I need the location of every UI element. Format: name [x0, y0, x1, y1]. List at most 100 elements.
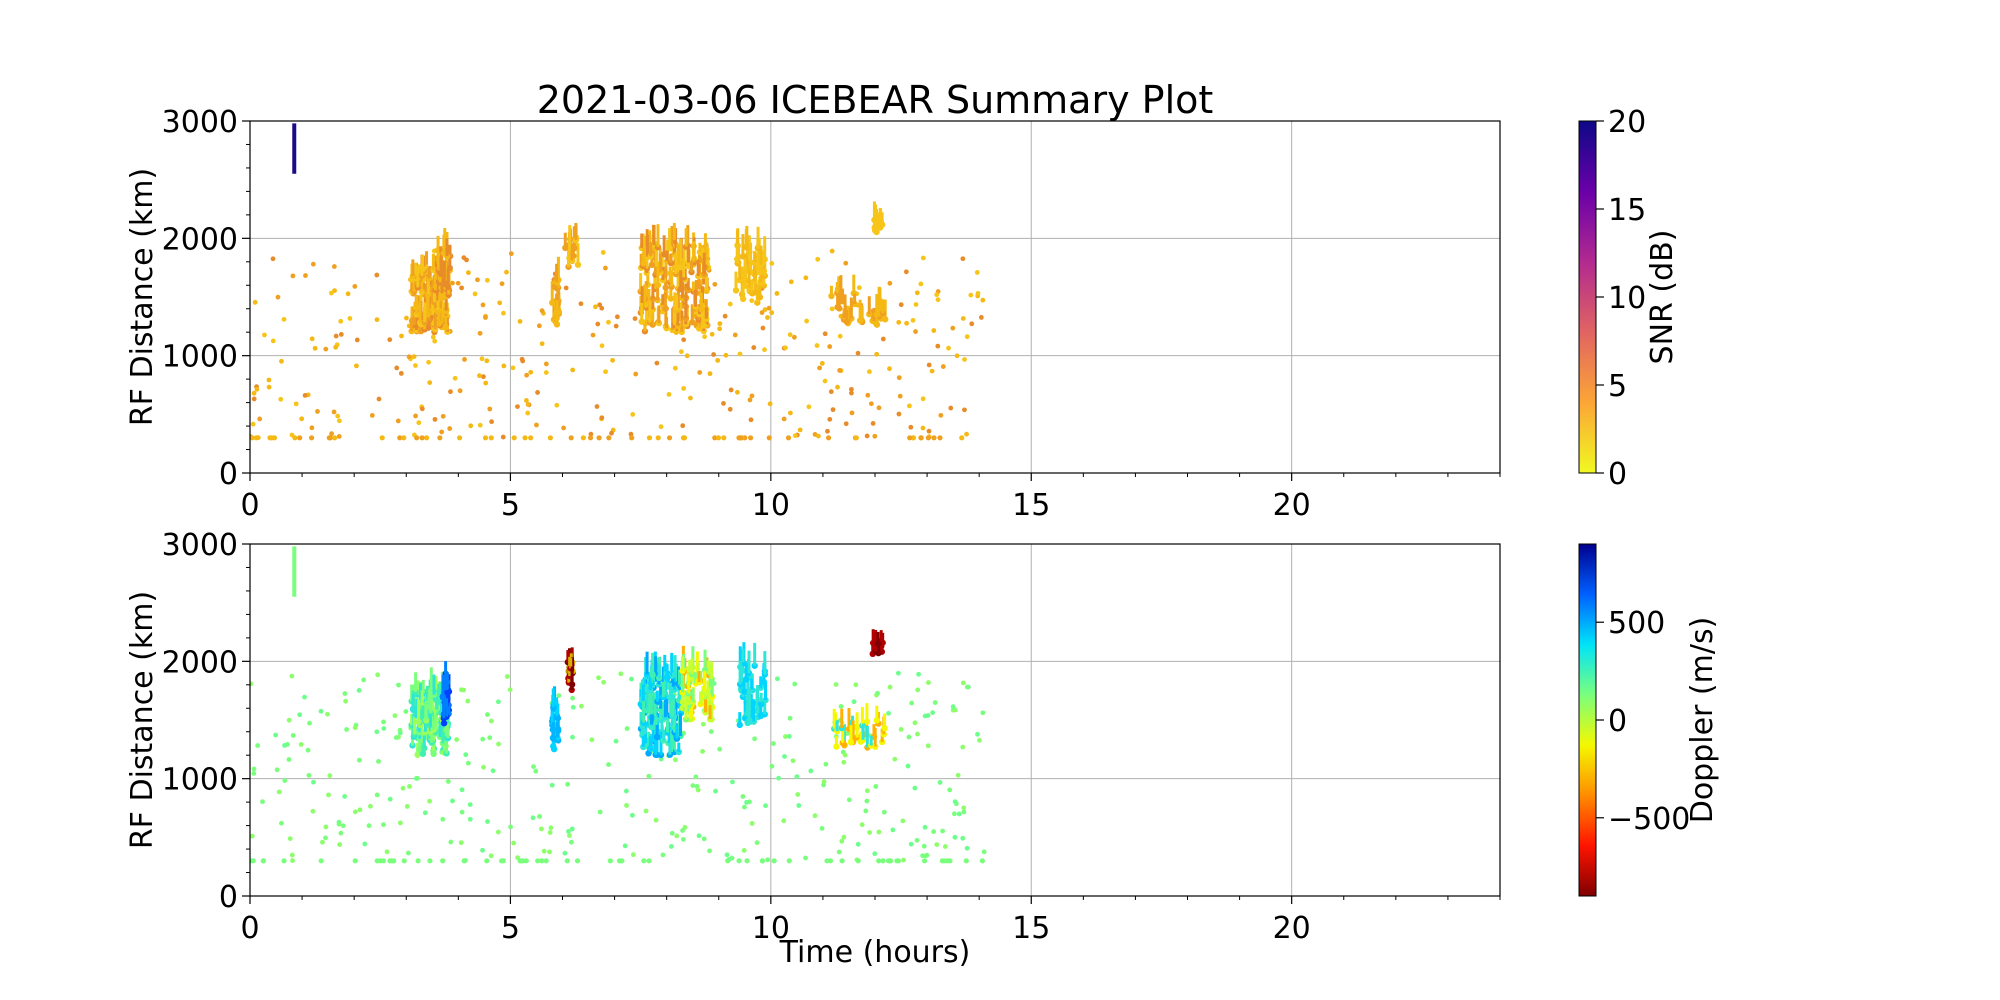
data-point	[908, 424, 914, 430]
data-point	[539, 858, 545, 864]
data-point	[979, 858, 985, 864]
data-point	[954, 353, 960, 359]
data-point	[523, 858, 529, 864]
data-point	[570, 734, 575, 740]
data-point	[717, 326, 723, 332]
data-point	[960, 316, 966, 321]
data-point	[547, 830, 553, 835]
data-point	[567, 833, 572, 838]
data-point	[356, 687, 362, 693]
data-point	[785, 435, 792, 441]
data-point	[921, 843, 927, 849]
data-point	[432, 338, 438, 344]
data-point	[622, 843, 628, 849]
data-point	[859, 822, 865, 828]
data-point	[278, 396, 284, 402]
data-point	[669, 830, 675, 836]
data-point	[595, 321, 601, 327]
data-point	[570, 367, 576, 373]
data-point	[374, 272, 380, 278]
data-point	[969, 321, 975, 327]
data-point	[759, 858, 766, 864]
y-tick-label: 0	[219, 457, 238, 492]
data-point	[508, 251, 514, 257]
data-point	[964, 845, 970, 851]
data-point	[935, 343, 941, 349]
data-point	[821, 779, 827, 785]
data-point	[806, 404, 812, 410]
data-point	[749, 298, 755, 304]
data-point	[960, 680, 966, 686]
x-axis-label: Time (hours)	[779, 935, 971, 970]
data-point	[342, 794, 348, 799]
data-point	[310, 261, 316, 267]
data-point	[678, 349, 684, 355]
data-point	[548, 825, 554, 831]
data-point	[309, 425, 315, 431]
data-point	[787, 332, 793, 338]
data-point	[332, 435, 338, 441]
data-point	[484, 858, 490, 864]
data-point	[674, 833, 680, 839]
data-point	[379, 435, 385, 441]
data-point	[845, 731, 850, 736]
data-point	[905, 763, 911, 769]
data-point	[480, 736, 486, 742]
data-point	[962, 357, 967, 362]
data-point	[812, 813, 818, 819]
data-point	[504, 269, 509, 275]
data-point	[289, 852, 295, 858]
data-point	[825, 435, 832, 441]
data-point	[613, 738, 619, 744]
data-point	[528, 369, 534, 375]
data-point	[980, 710, 986, 716]
data-point	[712, 281, 718, 287]
data-point	[701, 836, 707, 842]
data-point	[396, 682, 401, 688]
data-point	[931, 435, 937, 441]
data-point	[279, 820, 284, 826]
data-point	[947, 858, 953, 864]
data-point	[286, 717, 292, 723]
data-point	[843, 421, 849, 427]
data-point	[467, 802, 473, 807]
data-point	[381, 726, 387, 731]
data-point	[251, 770, 257, 776]
doppler-colorbar-label: Doppler (m/s)	[1685, 617, 1720, 824]
data-point	[401, 435, 407, 441]
data-point	[323, 346, 329, 352]
data-point	[297, 435, 303, 441]
data-point	[308, 435, 315, 441]
data-point	[907, 435, 913, 441]
data-point	[415, 775, 420, 781]
data-point	[946, 345, 951, 351]
data-point	[338, 331, 344, 337]
data-point	[934, 842, 940, 848]
data-point	[690, 783, 696, 789]
data-point	[326, 792, 331, 798]
data-point	[961, 809, 967, 815]
data-point	[974, 270, 980, 275]
data-point	[853, 682, 859, 688]
data-point	[439, 429, 445, 435]
data-point	[839, 858, 845, 864]
data-point	[454, 737, 460, 742]
data-point	[918, 435, 924, 441]
data-point	[302, 392, 308, 398]
data-point	[910, 317, 916, 323]
data-point	[541, 848, 547, 854]
data-point	[643, 808, 649, 814]
data-point	[771, 858, 777, 864]
data-point	[614, 314, 620, 320]
snr-colorbar-label: SNR (dB)	[1645, 230, 1680, 365]
data-point	[781, 416, 787, 422]
data-point	[868, 401, 874, 407]
data-point	[912, 720, 918, 726]
data-point	[700, 721, 706, 727]
data-point	[960, 744, 966, 750]
data-point	[459, 285, 464, 291]
data-point	[327, 773, 333, 779]
data-point	[517, 319, 523, 324]
data-point	[886, 710, 891, 716]
data-point	[839, 838, 845, 844]
